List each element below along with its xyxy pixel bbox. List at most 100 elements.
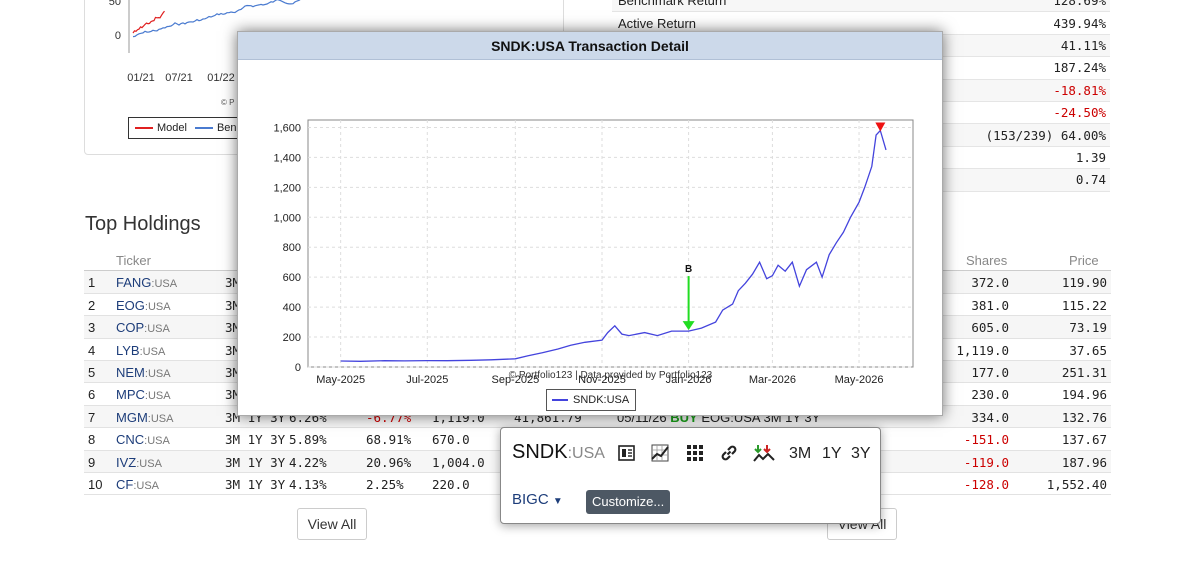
stats-row: Benchmark Return 128.69%: [612, 0, 1110, 13]
ticker-symbol: MPC: [116, 387, 145, 403]
grid-icon[interactable]: [685, 443, 705, 463]
link-icon[interactable]: [719, 443, 739, 463]
sndk-series-line: [340, 129, 887, 362]
weight: 4.13%: [289, 476, 327, 492]
ticker-link[interactable]: LYB:USA: [116, 343, 165, 358]
legend-item-benchmark[interactable]: Benc: [194, 122, 242, 134]
x-tick-label: Jul-2025: [406, 374, 448, 386]
stats-value: 41.11%: [1060, 37, 1106, 53]
period-links[interactable]: 3M 1Y 3Y: [225, 432, 286, 448]
x-tick-label: Nov-2025: [578, 374, 626, 386]
view-all-button[interactable]: View All: [297, 508, 367, 540]
y-tick-label: 200: [283, 332, 301, 344]
customize-button[interactable]: Customize...: [586, 490, 671, 514]
x-tick-label: Mar-2026: [749, 374, 796, 386]
benchmark-dropdown[interactable]: BIGC ▼: [512, 491, 563, 508]
ticker-symbol: EOG: [116, 297, 145, 313]
period-links[interactable]: 3M 1Y 3Y: [225, 476, 286, 492]
legend-item-model[interactable]: Model: [135, 122, 187, 134]
ticker-symbol: COP: [116, 320, 145, 336]
ticker-symbol: IVZ: [116, 454, 137, 470]
ticker-link[interactable]: IVZ:USA: [116, 455, 162, 470]
copyright-text: © P: [221, 98, 234, 107]
y-tick-label: 1,000: [273, 212, 301, 224]
legend-swatch: [194, 127, 213, 130]
row-number: 5: [88, 364, 96, 380]
ticker-link[interactable]: FANG:USA: [116, 275, 177, 290]
ticker-exchange: :USA: [139, 345, 166, 358]
ticker-exchange: :USA: [133, 479, 160, 492]
row-number: 1: [88, 275, 96, 291]
chart-legend[interactable]: SNDK:USA: [546, 389, 636, 411]
sell-marker-arrow[interactable]: [875, 122, 886, 132]
stats-value: -24.50%: [1053, 105, 1106, 121]
ticker-link[interactable]: CF:USA: [116, 477, 159, 492]
y-tick-label: 0: [295, 362, 301, 374]
ticker-link[interactable]: COP:USA: [116, 320, 170, 335]
period-links[interactable]: 3M: [225, 387, 241, 403]
return: 20.96%: [366, 454, 412, 470]
period-1y[interactable]: 1Y: [822, 445, 842, 462]
stats-row: Active Return 439.94%: [612, 12, 1110, 35]
y-tick-label: 1,600: [273, 122, 301, 134]
header-shares[interactable]: Shares: [966, 253, 1008, 268]
ticker-link[interactable]: MPC:USA: [116, 387, 171, 402]
holding-price: 37.65: [1069, 342, 1107, 358]
ticker-link[interactable]: CNC:USA: [116, 432, 170, 447]
period-3y[interactable]: 3Y: [851, 445, 871, 462]
price-chart: 0 200 400 600 800 1,000 1,200 1,400 1,600 May-202…: [273, 119, 914, 386]
period-links[interactable]: 3M: [225, 297, 241, 313]
model-series-line: [132, 10, 165, 34]
ticker-link[interactable]: NEM:USA: [116, 365, 171, 380]
y-tick-label: 50: [109, 0, 121, 8]
buy-sell-icon[interactable]: [753, 443, 775, 463]
buy-marker-arrow[interactable]: [682, 321, 695, 331]
ticker-symbol: CF: [116, 476, 134, 492]
stats-label: Active Return: [618, 15, 697, 31]
holding-shares: 605.0: [971, 320, 1009, 336]
ticker-link[interactable]: EOG:USA: [116, 298, 171, 313]
weight: 5.89%: [289, 432, 327, 448]
holding-shares: 1,119.0: [956, 342, 1009, 358]
document-icon[interactable]: [617, 443, 637, 463]
x-tick-label: 07/21: [165, 72, 193, 84]
period-links[interactable]: 3M: [225, 342, 241, 358]
legend-swatch: [552, 399, 568, 401]
y-tick-label: 1,400: [273, 152, 301, 164]
period-links[interactable]: 3M: [225, 364, 241, 380]
period-links[interactable]: 3M 1Y 3Y: [225, 454, 286, 470]
row-number: 8: [88, 432, 96, 448]
holding-price: 137.67: [1061, 432, 1107, 448]
symbol-popup: SNDK:USA 3M 1Y 3Y BIGC ▼ Customize...: [500, 427, 881, 524]
header-ticker[interactable]: Ticker: [116, 253, 151, 268]
ticker-exchange: :USA: [144, 390, 171, 403]
row-number: 6: [88, 387, 96, 403]
ticker-symbol: NEM: [116, 364, 145, 380]
popup-symbol: SNDK:USA: [512, 441, 605, 463]
ticker-symbol: LYB: [116, 342, 140, 358]
period-3m[interactable]: 3M: [789, 445, 812, 462]
ticker-exchange: :USA: [144, 323, 170, 336]
x-tick-label: Jan-2026: [666, 374, 712, 386]
y-tick-label: 400: [283, 302, 301, 314]
legend-swatch: [135, 127, 153, 130]
ticker-exchange: :USA: [151, 278, 178, 291]
holding-shares: 372.0: [971, 275, 1009, 291]
ticker-link[interactable]: MGM:USA: [116, 410, 173, 425]
holding-shares: -128.0: [963, 476, 1009, 492]
holding-shares: -151.0: [963, 432, 1009, 448]
shares-col: 670.0: [432, 432, 470, 448]
plot-area: [307, 119, 914, 368]
holding-shares: 334.0: [971, 409, 1009, 425]
y-tick-label: 600: [283, 272, 301, 284]
row-number: 2: [88, 297, 96, 313]
period-links[interactable]: 3M: [225, 320, 241, 336]
row-number: 10: [88, 476, 103, 492]
chart-icon[interactable]: [650, 443, 670, 463]
holding-price: 115.22: [1061, 297, 1107, 313]
modal-title[interactable]: SNDK:USA Transaction Detail: [238, 32, 942, 60]
holding-price: 1,552.40: [1046, 476, 1107, 492]
x-tick-label: May-2026: [835, 374, 884, 386]
period-links[interactable]: 3M: [225, 275, 241, 291]
header-price[interactable]: Price: [1069, 253, 1099, 268]
